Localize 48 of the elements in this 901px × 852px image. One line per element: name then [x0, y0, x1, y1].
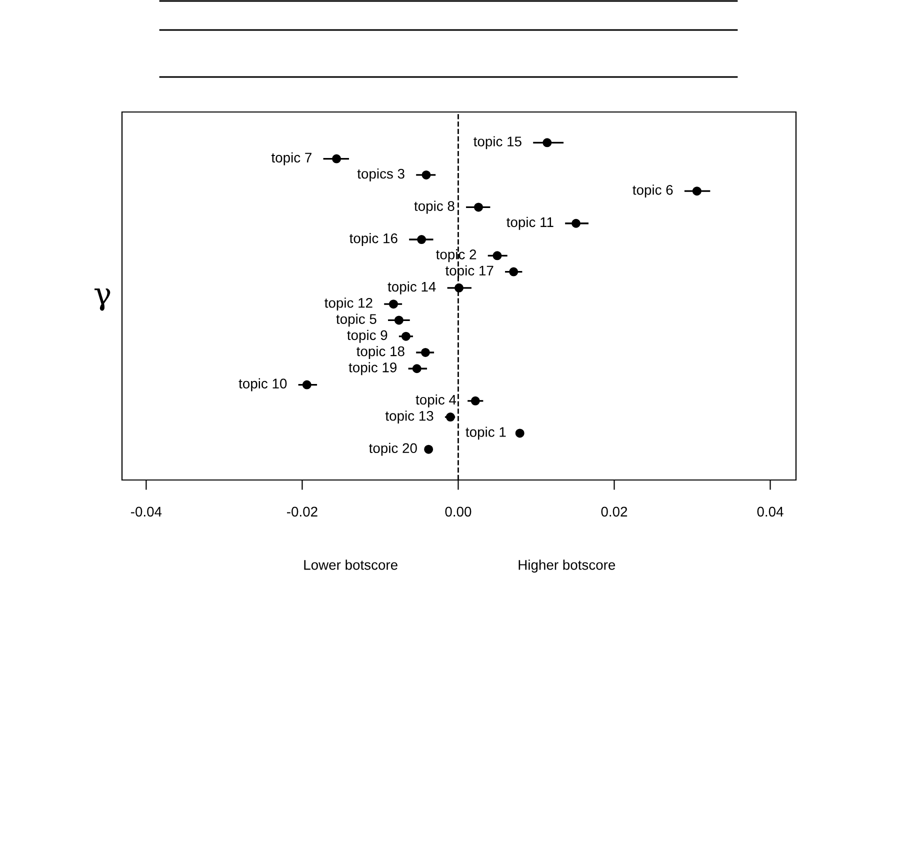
x-tick-label: 0.00 — [445, 506, 472, 517]
point — [388, 300, 398, 309]
point — [446, 412, 455, 422]
point — [394, 316, 404, 325]
y-tick-label: topic 18 — [356, 346, 404, 359]
point — [422, 170, 431, 180]
point — [454, 283, 464, 292]
y-tick-label: topic 5 — [336, 314, 376, 327]
x-tick-label: -0.04 — [130, 506, 162, 517]
point — [692, 186, 702, 196]
x-tick-label: 0.02 — [601, 506, 628, 517]
y-tick-label: topic 19 — [348, 362, 397, 376]
point — [401, 332, 410, 341]
point — [515, 428, 524, 438]
point — [509, 267, 518, 276]
y-tick-label: topic 17 — [445, 265, 494, 278]
y-tick-label: topic 10 — [238, 378, 287, 392]
y-tick-label: topic 11 — [506, 216, 554, 230]
y-tick-label: topic 13 — [385, 410, 434, 424]
y-tick-label: topic 15 — [474, 136, 522, 150]
y-tick-label: topic 16 — [350, 233, 398, 246]
x-tick-label: -0.02 — [286, 506, 318, 517]
text: Lower botscore — [304, 560, 398, 570]
x-tick-label: 0.04 — [757, 506, 784, 517]
point — [332, 154, 342, 164]
point — [424, 444, 434, 454]
y-tick-label: topic 8 — [414, 200, 454, 214]
point — [492, 251, 502, 260]
y-tick-label: topic 1 — [466, 426, 506, 440]
y-tick-label: topic 2 — [436, 249, 476, 262]
y-tick-label: topic 12 — [324, 298, 372, 311]
text: Higher botscore — [518, 560, 616, 573]
point — [542, 138, 552, 148]
y-tick-label: topic 20 — [369, 442, 417, 456]
point — [420, 348, 430, 357]
point — [572, 218, 581, 228]
y-tick-label: topic 7 — [271, 152, 312, 166]
point — [470, 396, 480, 406]
point — [412, 364, 422, 374]
y-tick-label: topic 4 — [416, 394, 456, 408]
y-axis-title: γ — [94, 288, 110, 311]
point — [474, 202, 483, 212]
y-tick-label: topics 3 — [357, 168, 404, 182]
y-tick-label: topic 14 — [388, 281, 436, 294]
point — [302, 380, 312, 390]
point — [417, 235, 426, 244]
y-tick-label: topic 6 — [632, 184, 673, 198]
y-tick-label: topic 9 — [347, 330, 388, 343]
